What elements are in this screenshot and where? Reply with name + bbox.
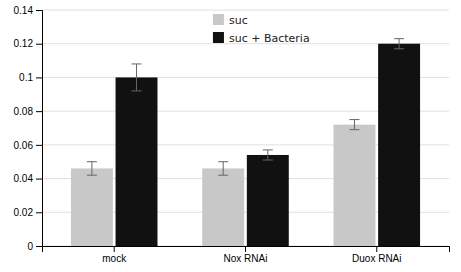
error-cap [132,90,142,91]
x-tick-mark [245,246,246,252]
x-tick-label: Nox RNAi [224,253,268,264]
x-tick: Duox RNAi [352,246,401,264]
legend-swatch [213,14,224,25]
y-tick-label: 0.1 [19,72,33,83]
error-bar [394,39,404,49]
error-line [354,120,355,130]
grid [42,10,449,246]
y-tick: 0 [27,241,42,252]
y-axis: 0 0.02 0.04 0.06 0.08 0.1 0.12 0.14 [14,5,43,252]
y-tick-label: 0.08 [14,106,34,117]
error-cap [263,149,273,150]
error-line [399,39,400,49]
y-tick-mark [36,212,42,213]
error-bar [263,150,273,160]
y-tick: 0.14 [14,5,42,16]
grid-line [42,10,449,11]
y-tick: 0.08 [14,106,42,117]
error-cap [394,38,404,39]
y-tick-mark [36,77,42,78]
y-tick-label: 0.02 [14,207,34,218]
error-line [267,150,268,160]
error-bar [349,120,359,130]
bar [116,77,158,246]
series [116,39,421,246]
bar [71,168,113,246]
error-cap [132,63,142,64]
x-tick: mock [102,246,127,264]
error-cap [218,175,228,176]
legend-label: suc [229,14,248,27]
error-bar [87,162,97,175]
y-tick: 0.06 [14,140,42,151]
error-bar [132,64,142,91]
x-axis-line [43,247,450,253]
x-tick-mark [376,246,377,252]
bar [378,44,420,246]
legend-item: suc + Bacteria [213,32,310,45]
y-axis-line [36,11,43,247]
bar [202,168,244,246]
x-tick-mark [114,246,115,252]
error-cap [87,175,97,176]
chart: 0 0.02 0.04 0.06 0.08 0.1 0.12 0.14 mock Nox RNAi… [0,0,461,272]
y-tick-mark [36,10,42,11]
y-tick-label: 0.14 [14,5,34,16]
y-tick-label: 0.06 [14,140,34,151]
legend-label: suc + Bacteria [229,32,310,45]
error-cap [218,161,228,162]
y-tick-label: 0.04 [14,173,34,184]
error-bar [218,162,228,175]
y-tick-mark [36,179,42,180]
y-tick: 0.12 [14,38,42,49]
y-tick: 0.1 [19,72,42,83]
y-tick-label: 0 [27,241,33,252]
error-line [223,162,224,175]
y-tick-mark [36,145,42,146]
marks [71,39,420,246]
bar [247,155,289,246]
y-tick: 0.04 [14,173,42,184]
error-line [91,162,92,175]
y-tick-mark [36,111,42,112]
y-tick-mark [36,44,42,45]
y-tick: 0.02 [14,207,42,218]
legend-swatch [213,32,224,43]
error-cap [349,119,359,120]
y-tick-mark [36,246,42,247]
bar [334,125,376,246]
error-cap [87,161,97,162]
plot: 0 0.02 0.04 0.06 0.08 0.1 0.12 0.14 mock Nox RNAi… [14,5,450,264]
x-axis: mock Nox RNAi Duox RNAi [43,246,450,264]
x-tick-label: mock [102,253,127,264]
error-cap [349,129,359,130]
error-line [136,64,137,91]
y-tick-label: 0.12 [14,38,34,49]
x-tick: Nox RNAi [224,246,268,264]
error-cap [263,160,273,161]
legend-item: suc [213,14,248,27]
legend: suc suc + Bacteria [213,14,310,45]
error-cap [394,48,404,49]
x-tick-label: Duox RNAi [352,253,401,264]
